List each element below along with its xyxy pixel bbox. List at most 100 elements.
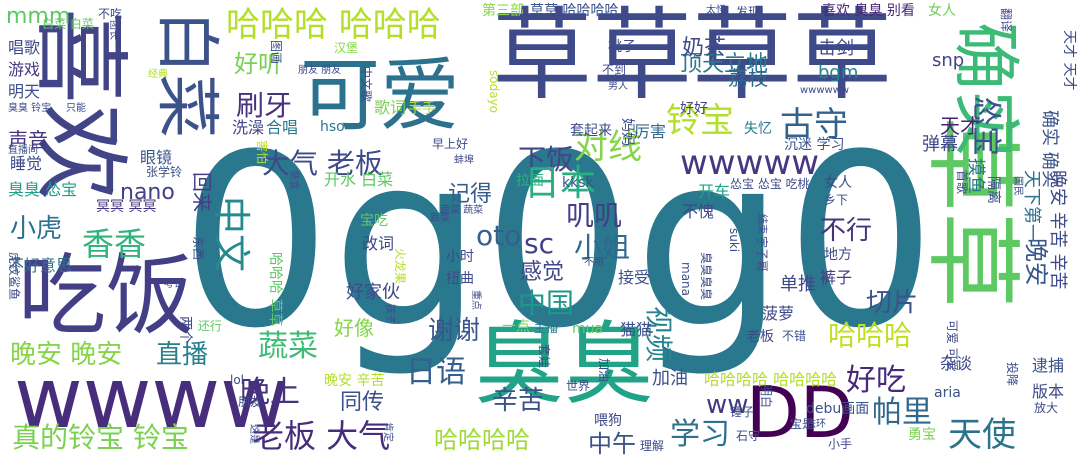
word-wanan-xinku-xinku: 晚安 辛苦 辛苦 bbox=[1047, 170, 1068, 290]
word-difang: 地方 bbox=[824, 247, 852, 263]
word-baoshi: 宝是 bbox=[790, 417, 815, 431]
word-geli: 隔离 bbox=[985, 176, 1001, 204]
word-hahaha-caocao: 哈哈哈 草草 bbox=[267, 252, 283, 327]
word-aria: aria bbox=[934, 385, 961, 401]
word-kuzi: 裤子 bbox=[820, 268, 853, 287]
word-taozi: 桃子 bbox=[608, 39, 636, 55]
word-touxiang: 投降 bbox=[1005, 362, 1019, 387]
word-lijie: 理解 bbox=[640, 439, 665, 453]
word-chifan: 吃饭 bbox=[18, 244, 195, 347]
word-kending: 肯定 bbox=[382, 422, 393, 442]
word-geci: 歌词 bbox=[374, 98, 407, 117]
word-chouchou: 臭臭 bbox=[474, 312, 654, 417]
word-nanren: 男人 bbox=[608, 81, 628, 92]
word-fangda: 放大 bbox=[1034, 401, 1059, 415]
word-tuanzhang: 团长 bbox=[108, 20, 119, 40]
word-tianxiadiyi: 天下第一 bbox=[1021, 170, 1042, 242]
word-niuqu: 扭曲 bbox=[446, 271, 474, 287]
word-lizhi: 荔枝 bbox=[728, 66, 768, 90]
word-jingdian: 经典 bbox=[148, 69, 168, 80]
word-zheshi: 这是 bbox=[248, 424, 259, 444]
word-nvren: 女人 bbox=[824, 175, 852, 191]
word-hahaha: 哈哈哈 bbox=[828, 319, 913, 352]
word-riyu: 日语 bbox=[406, 355, 466, 390]
word-tongchuan: 同传 bbox=[340, 390, 385, 415]
word-pengyou: 朋友 bbox=[238, 395, 263, 409]
word-ww: ww bbox=[706, 390, 749, 420]
word-gushou: 古守 bbox=[780, 105, 848, 145]
word-boluo: 菠萝 bbox=[762, 304, 795, 323]
word-ganjue: 感觉 bbox=[520, 260, 565, 285]
word-pali: 帕里 bbox=[872, 395, 932, 430]
word-kaiche: 开车 bbox=[698, 182, 731, 201]
word-taoqilai: 套起来 bbox=[570, 123, 612, 139]
word-haizi: 孩子 bbox=[384, 304, 395, 324]
word-suki: suki bbox=[727, 228, 741, 253]
word-sc: sc bbox=[524, 227, 554, 260]
word-zhubo: 主播 bbox=[534, 321, 559, 335]
word-xiexie: 谢谢 bbox=[428, 316, 481, 346]
word-duixian: 对线 bbox=[574, 127, 642, 167]
word-caocao-hahahaha: 草草 哈哈哈哈 bbox=[530, 3, 619, 19]
word-keai: 可爱 bbox=[300, 49, 460, 142]
word-jiji: 叽叽 bbox=[566, 199, 623, 232]
word-jieshu: 结束 bbox=[756, 214, 767, 234]
word-dd: DD bbox=[746, 372, 854, 454]
word-fanyi: 翻译 bbox=[999, 8, 1013, 33]
word-xiaohu: 小虎 bbox=[10, 214, 63, 244]
word-mingtian: 明天 bbox=[8, 82, 41, 101]
word-haochi: 好吃 bbox=[846, 363, 906, 398]
word-pengyou-pair: 朋友 朋友 bbox=[298, 65, 342, 76]
word-xiangxiang: 香香 bbox=[82, 225, 147, 263]
word-naicha: 奶茶 bbox=[682, 36, 727, 61]
word-qiepian: 切片 bbox=[866, 288, 919, 318]
word-shucai: 蔬菜 bbox=[258, 329, 318, 364]
word-huolongguo: 火龙果 bbox=[393, 248, 407, 285]
word-zhongwen: 中文 bbox=[209, 196, 253, 273]
word-zhibo: 直播 bbox=[156, 340, 209, 370]
word-jijian: 击剑 bbox=[818, 38, 854, 59]
word-zatan: 杂谈 bbox=[940, 354, 973, 373]
word-baochi: 宝吃 bbox=[360, 213, 388, 229]
word-caocaocaocao: 草草草草 bbox=[492, 0, 892, 114]
word-0g0g0: 0g0g0 bbox=[180, 104, 937, 381]
word-mua: mua bbox=[572, 321, 604, 337]
word-banben: 版本 bbox=[1032, 382, 1065, 401]
word-zhineng: 只能 bbox=[66, 103, 86, 114]
word-dantui: 单推 bbox=[780, 274, 816, 295]
word-hanbao: 汉堡 bbox=[334, 41, 359, 55]
word-xizao: 洗澡 bbox=[232, 118, 265, 137]
word-haoxiang: 好像 bbox=[334, 316, 374, 340]
word-kaoshi: 考试 bbox=[164, 279, 184, 290]
word-laoban-daqi: 老板 大气 bbox=[252, 417, 391, 455]
word-xihuan-chouchou-biekan: 喜欢 臭臭 别看 bbox=[822, 3, 915, 19]
word-chouchouchouchou: 臭臭臭臭 bbox=[699, 252, 713, 301]
word-shijie: 世界 bbox=[566, 379, 591, 393]
word-yongbao: 勇宝 bbox=[908, 427, 936, 443]
word-nano: nano bbox=[120, 180, 175, 205]
word-xiafan: 下饭 bbox=[518, 143, 575, 176]
word-mama: 妈妈 bbox=[619, 118, 635, 146]
word-kaishui-baicai: 开水 白菜 bbox=[324, 170, 394, 189]
word-bangbu: 蚌埠 bbox=[454, 155, 474, 166]
word-zhongwu: 中午 bbox=[588, 430, 636, 458]
word-jieshou: 接受 bbox=[618, 268, 651, 287]
word-lingbao: 铃宝 bbox=[666, 101, 734, 141]
word-riben: 日本 bbox=[524, 163, 597, 204]
word-tiancai-pair: 天才 天才 bbox=[1061, 30, 1077, 91]
word-budao: 不到 bbox=[602, 63, 627, 77]
word-dingtianlidi: 顶天立地 bbox=[680, 52, 769, 77]
word-lol: lol bbox=[230, 373, 245, 387]
word-xiaoshou: 小手 bbox=[828, 437, 853, 451]
word-zaoshanghao: 早上好 bbox=[432, 137, 469, 151]
word-weigou: 喂狗 bbox=[594, 413, 622, 429]
word-shouge: 首歌 bbox=[955, 170, 969, 195]
word-shucai-small: 蔬菜 bbox=[430, 213, 450, 224]
word-lihai: 厉害 bbox=[634, 122, 667, 141]
word-baicai-pair: 白菜 白菜 bbox=[42, 17, 94, 31]
word-buchi: 不吃 bbox=[98, 7, 123, 21]
word-haohao: 好好 bbox=[680, 101, 708, 117]
word-taiguai: 太怪 bbox=[706, 5, 726, 16]
word-mmm: mmm bbox=[6, 4, 71, 29]
